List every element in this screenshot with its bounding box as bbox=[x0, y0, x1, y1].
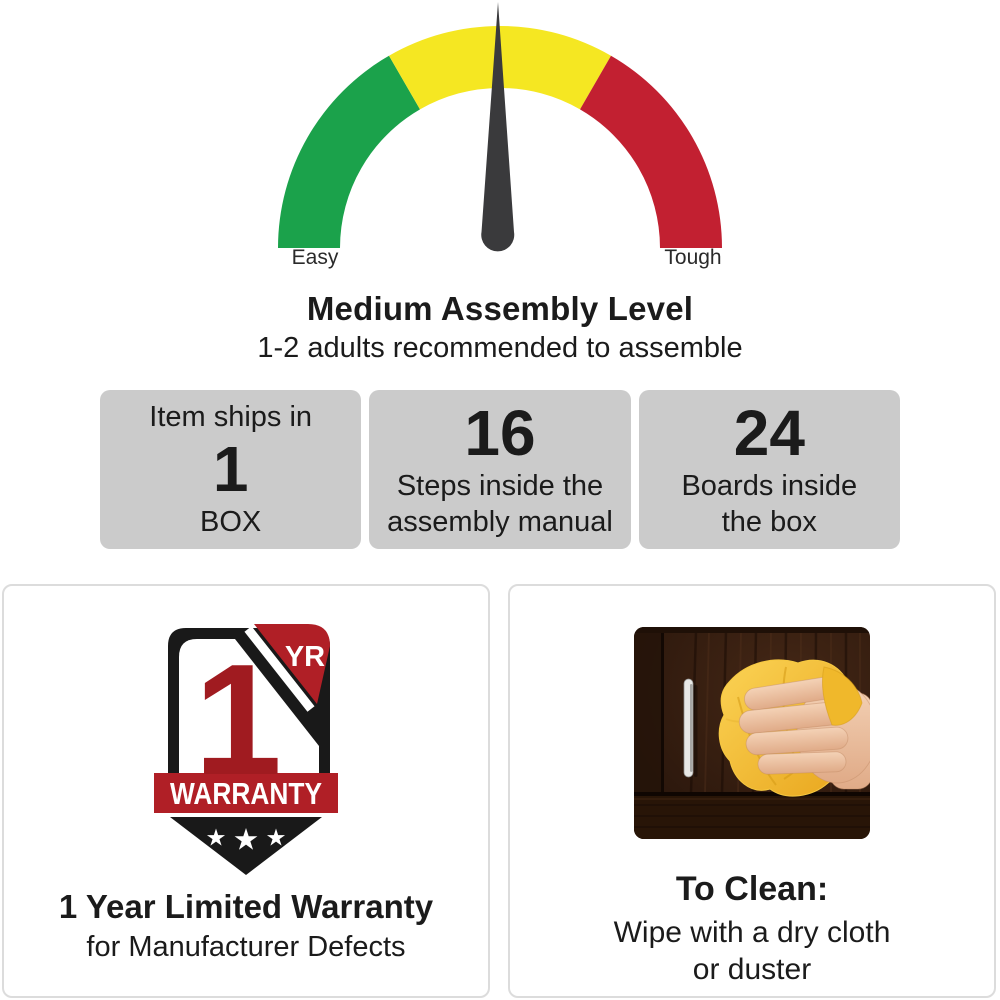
cleaning-card: To Clean: Wipe with a dry cloth or duste… bbox=[508, 584, 996, 998]
cloth-fold bbox=[821, 666, 863, 726]
spec-box2-number: 16 bbox=[464, 396, 536, 469]
spec-box1-line1: Item ships in bbox=[149, 400, 313, 433]
badge-year-number: 1 bbox=[194, 632, 282, 808]
spec-box-boards: 24 Boards inside the box bbox=[638, 390, 900, 549]
gauge-segment-tough bbox=[580, 55, 722, 249]
clean-line1: Wipe with a dry cloth bbox=[613, 916, 891, 949]
spec-box2-line1: Steps inside the bbox=[396, 469, 604, 502]
clean-line2: or duster bbox=[692, 952, 812, 986]
badge-banner bbox=[154, 773, 338, 813]
spec-boxes-row: Item ships in 1 BOX 16 Steps inside the … bbox=[100, 390, 900, 549]
spec-box2-line2: assembly manual bbox=[387, 506, 613, 539]
badge-chevron bbox=[170, 817, 322, 875]
badge-yr-corner bbox=[254, 624, 330, 704]
spec-box-ships-in: Item ships in 1 BOX bbox=[100, 390, 362, 549]
warranty-subtitle: for Manufacturer Defects bbox=[86, 931, 406, 963]
badge-shield-inner bbox=[179, 639, 319, 777]
spec-box3-line1: Boards inside bbox=[681, 469, 858, 502]
assembly-difficulty-gauge bbox=[277, 2, 722, 252]
warranty-title: 1 Year Limited Warranty bbox=[58, 888, 434, 925]
spec-box3-number: 24 bbox=[733, 396, 805, 469]
spec-box1-line2: BOX bbox=[200, 506, 262, 539]
assembly-level-title: Medium Assembly Level bbox=[306, 290, 694, 327]
cleaning-photo bbox=[634, 627, 870, 839]
badge-yr-label: YR bbox=[285, 641, 325, 673]
cleaning-photo-art bbox=[634, 627, 870, 839]
assembly-level-subtitle: 1-2 adults recommended to assemble bbox=[257, 332, 743, 364]
spec-box3-line2: the box bbox=[721, 506, 817, 539]
badge-corner-gap bbox=[244, 626, 315, 712]
spec-box1-number: 1 bbox=[212, 432, 249, 505]
spec-box-steps: 16 Steps inside the assembly manual bbox=[369, 390, 631, 549]
clean-title: To Clean: bbox=[675, 870, 829, 908]
warranty-card: 1 YR WARRANTY 1 Year Limited Warranty fo… bbox=[2, 584, 490, 998]
gauge-label-easy: Easy bbox=[291, 246, 339, 269]
badge-star-left-icon bbox=[206, 828, 226, 846]
door-bottom-rail bbox=[634, 795, 870, 839]
badge-banner-label: WARRANTY bbox=[170, 776, 322, 811]
door-handle bbox=[683, 678, 698, 778]
gauge-segment-easy bbox=[277, 55, 420, 249]
badge-star-center-icon bbox=[234, 828, 258, 850]
badge-star-right-icon bbox=[266, 828, 286, 846]
gauge-needle-icon bbox=[481, 2, 515, 252]
warranty-badge-icon: 1 YR WARRANTY bbox=[154, 624, 338, 875]
gauge-label-tough: Tough bbox=[664, 246, 722, 269]
